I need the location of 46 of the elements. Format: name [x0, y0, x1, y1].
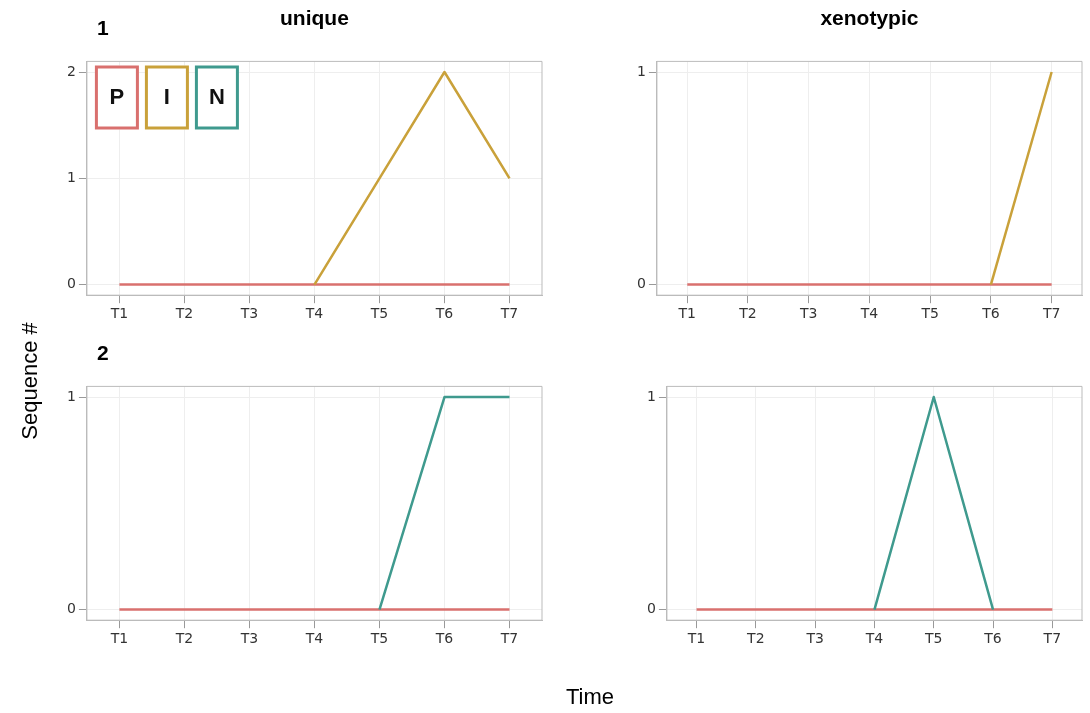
x-tick-label: T3: [239, 305, 259, 322]
x-tick-label: T2: [174, 630, 194, 647]
x-tick-label: T2: [738, 305, 757, 322]
x-tick-label: T5: [924, 630, 943, 647]
y-tick-label: 0: [646, 600, 656, 617]
x-tick-label: T7: [499, 305, 519, 322]
x-tick-label: T3: [798, 305, 818, 322]
x-tick-label: T2: [746, 630, 765, 647]
x-tick-label: T7: [1042, 630, 1062, 647]
x-tick-label: T4: [859, 305, 879, 322]
chart-title: xenotypic: [819, 6, 920, 30]
x-tick-label: T4: [864, 630, 884, 647]
x-tick-label: T1: [109, 305, 129, 322]
x-tick-label: T1: [109, 630, 129, 647]
y-tick-label: 1: [646, 387, 656, 404]
x-tick-label: T7: [1041, 305, 1061, 322]
x-axis-title: Time: [564, 684, 616, 710]
x-tick-label: T3: [239, 630, 259, 647]
x-tick-label: T2: [174, 305, 194, 322]
x-tick-label: T6: [434, 630, 454, 647]
y-axis-title: Sequence #: [17, 321, 43, 441]
y-tick-label: 1: [636, 62, 646, 79]
x-tick-label: T6: [983, 630, 1002, 647]
x-tick-label: T3: [805, 630, 824, 647]
text: 2: [96, 341, 109, 365]
y-tick-label: 1: [66, 168, 76, 185]
text: I: [163, 84, 170, 110]
y-tick-label: 0: [66, 275, 76, 292]
y-tick-label: 1: [66, 387, 76, 404]
x-tick-label: T5: [920, 305, 939, 322]
chart-title: unique: [279, 6, 350, 30]
x-tick-label: T1: [686, 630, 706, 647]
y-tick-label: 2: [66, 62, 76, 79]
x-tick-label: T5: [369, 305, 389, 322]
x-tick-label: T4: [304, 305, 324, 322]
text: N: [208, 84, 225, 110]
x-tick-label: T4: [304, 630, 324, 647]
y-tick-label: 0: [66, 600, 76, 617]
x-tick-label: T1: [677, 305, 697, 322]
x-tick-label: T6: [981, 305, 1000, 322]
text: P: [109, 84, 125, 110]
x-tick-label: T5: [369, 630, 389, 647]
x-tick-label: T6: [434, 305, 454, 322]
y-tick-label: 0: [636, 275, 646, 292]
text: 1: [96, 16, 109, 40]
x-tick-label: T7: [499, 630, 519, 647]
